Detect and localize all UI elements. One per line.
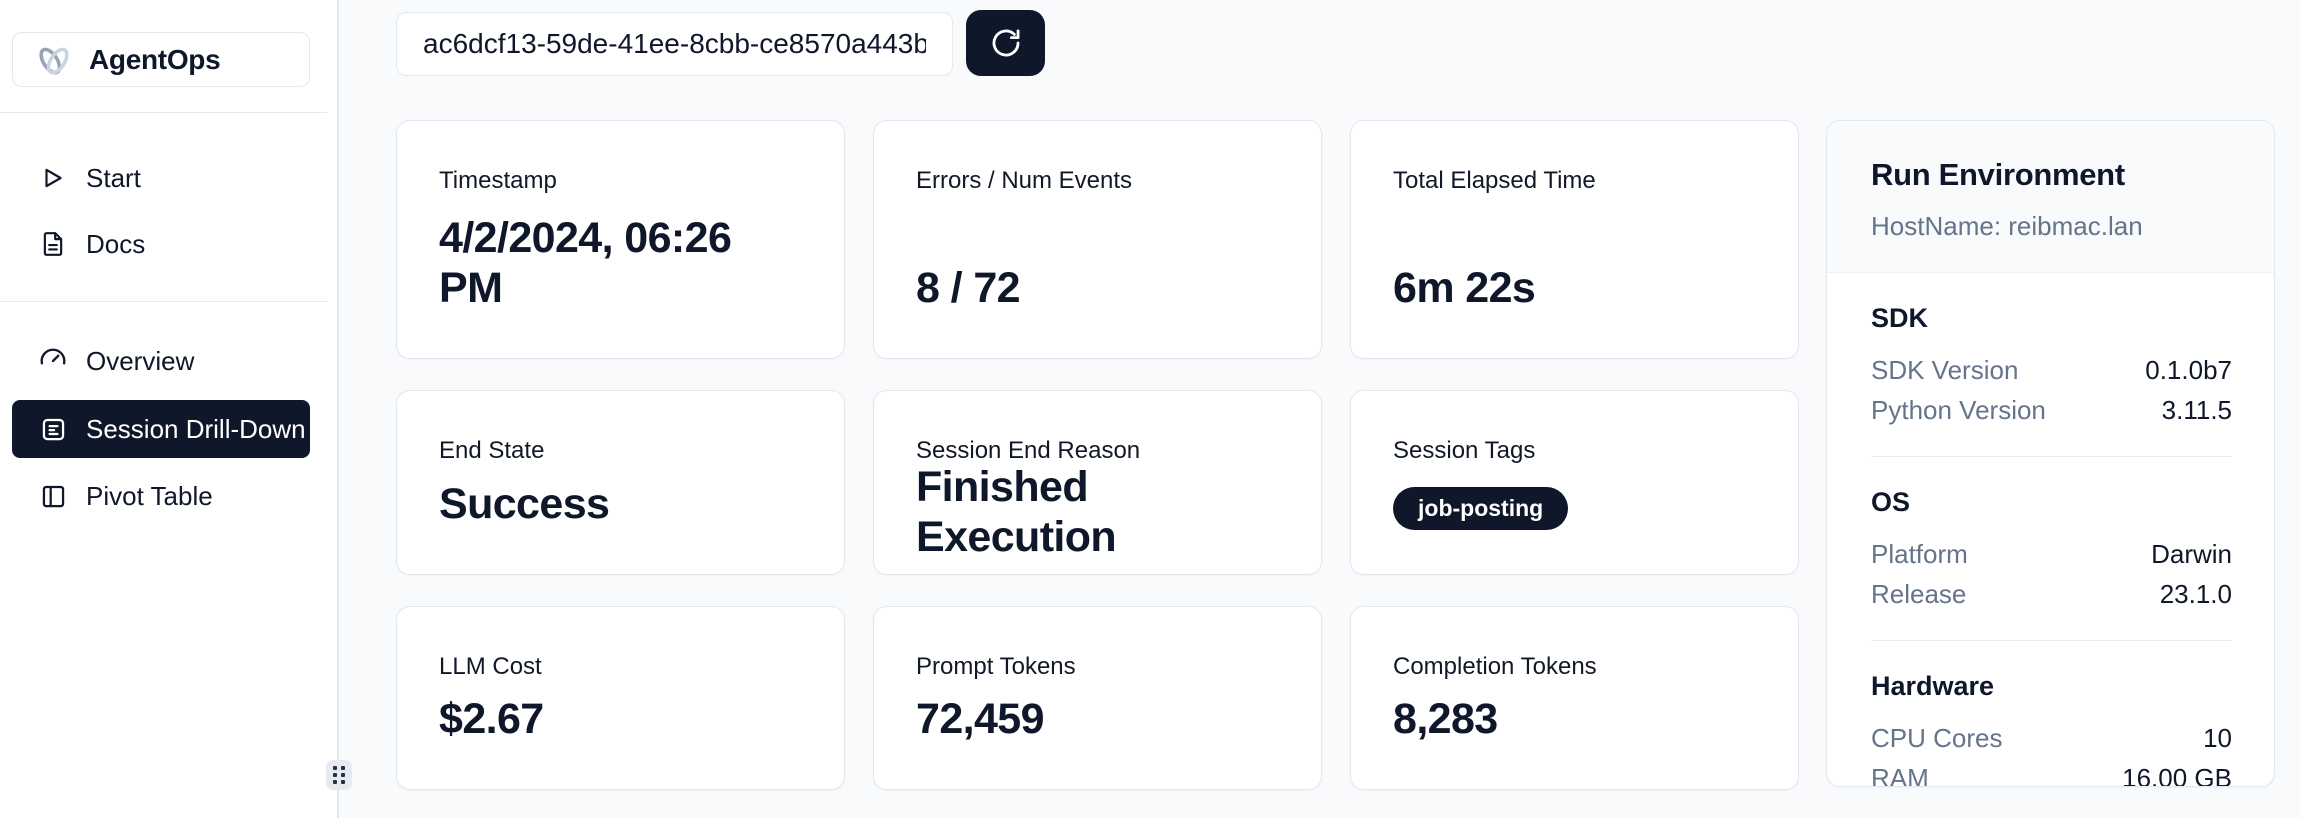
card-label: LLM Cost (439, 653, 542, 680)
card-completion-tokens: Completion Tokens 8,283 (1350, 606, 1799, 790)
sidebar: AgentOps Start Docs Overview (0, 0, 352, 818)
run-environment-title: Run Environment (1871, 157, 2125, 192)
logo-text: AgentOps (89, 43, 221, 75)
env-row: SDK Version 0.1.0b7 (1871, 350, 2232, 390)
refresh-icon (989, 26, 1023, 60)
env-row: Release 23.1.0 (1871, 574, 2232, 614)
card-timestamp: Timestamp 4/2/2024, 06:26 PM (396, 120, 845, 359)
card-label: Prompt Tokens (916, 653, 1076, 680)
gauge-icon (38, 347, 68, 375)
card-session-tags: Session Tags job-posting (1350, 390, 1799, 575)
card-label: Session Tags (1393, 437, 1536, 464)
logo[interactable]: AgentOps (12, 32, 310, 87)
card-label: Completion Tokens (1393, 653, 1597, 680)
env-row-value: 16.00 GB (2122, 763, 2232, 787)
sidebar-item-docs[interactable]: Docs (12, 222, 310, 266)
pivot-icon (38, 483, 68, 510)
env-row-label: RAM (1871, 763, 1929, 787)
env-row: RAM 16.00 GB (1871, 758, 2232, 787)
play-icon (38, 164, 68, 192)
drilldown-icon (38, 416, 68, 443)
stats-grid: Timestamp 4/2/2024, 06:26 PM Errors / Nu… (396, 120, 1799, 790)
env-row-value: 3.11.5 (2161, 395, 2232, 425)
card-total-elapsed-time: Total Elapsed Time 6m 22s (1350, 120, 1799, 359)
sidebar-item-label: Pivot Table (86, 480, 213, 511)
card-end-state: End State Success (396, 390, 845, 575)
card-value: Finished Execution (916, 463, 1117, 561)
card-label: Total Elapsed Time (1393, 167, 1596, 194)
card-label: Errors / Num Events (916, 167, 1133, 194)
env-row-label: SDK Version (1871, 355, 2019, 385)
sidebar-item-label: Start (86, 162, 141, 193)
env-section-sdk: SDK SDK Version 0.1.0b7 Python Version 3… (1871, 273, 2232, 457)
agentops-logo-icon (33, 39, 75, 81)
card-llm-cost: LLM Cost $2.67 (396, 606, 845, 790)
refresh-button[interactable] (966, 10, 1045, 76)
card-prompt-tokens: Prompt Tokens 72,459 (873, 606, 1322, 790)
card-value: 6m 22s (1393, 264, 1536, 313)
docs-icon (38, 229, 68, 259)
card-value: 4/2/2024, 06:26 PM (439, 214, 732, 313)
card-label: Session End Reason (916, 437, 1141, 464)
env-row-value: 23.1.0 (2159, 579, 2232, 609)
env-section-heading: SDK (1871, 303, 1929, 333)
sidebar-item-start[interactable]: Start (12, 156, 310, 200)
sidebar-item-overview[interactable]: Overview (12, 339, 310, 383)
env-row: Python Version 3.11.5 (1871, 390, 2232, 430)
sidebar-resize-handle[interactable] (326, 760, 352, 790)
card-session-end-reason: Session End Reason Finished Execution (873, 390, 1322, 575)
sidebar-item-pivot-table[interactable]: Pivot Table (12, 474, 310, 518)
run-environment-body: SDK SDK Version 0.1.0b7 Python Version 3… (1827, 273, 2274, 787)
card-value: 8 / 72 (916, 264, 1021, 313)
env-section-heading: Hardware (1871, 671, 1995, 701)
card-label: Timestamp (439, 167, 557, 194)
card-value: Success (439, 480, 610, 529)
hostname-text: HostName: reibmac.lan (1871, 211, 2143, 241)
run-environment-panel: Run Environment HostName: reibmac.lan SD… (1826, 120, 2275, 787)
run-environment-header: Run Environment HostName: reibmac.lan (1827, 121, 2274, 273)
env-row-value: 0.1.0b7 (2145, 355, 2232, 385)
env-row-label: CPU Cores (1871, 723, 2003, 753)
env-section-os: OS Platform Darwin Release 23.1.0 (1871, 457, 2232, 641)
sidebar-divider (0, 112, 327, 113)
card-errors-num-events: Errors / Num Events 8 / 72 (873, 120, 1322, 359)
grip-dots-icon (333, 766, 345, 784)
card-value: 72,459 (916, 695, 1045, 744)
card-value: 8,283 (1393, 695, 1498, 744)
sidebar-divider (0, 301, 327, 302)
env-section-heading: OS (1871, 487, 1911, 517)
env-row-label: Platform (1871, 539, 1968, 569)
env-row-value: 10 (2203, 723, 2232, 753)
sidebar-item-label: Session Drill-Down (86, 413, 306, 444)
env-section-hardware: Hardware CPU Cores 10 RAM 16.00 GB (1871, 641, 2232, 787)
env-row-value: Darwin (2151, 539, 2232, 569)
env-row-label: Python Version (1871, 395, 2046, 425)
sidebar-item-session-drill-down[interactable]: Session Drill-Down (12, 400, 310, 458)
card-label: End State (439, 437, 545, 464)
env-row: CPU Cores 10 (1871, 718, 2232, 758)
session-tag-badge: job-posting (1393, 487, 1569, 530)
env-row: Platform Darwin (1871, 534, 2232, 574)
card-value: $2.67 (439, 695, 544, 744)
env-row-label: Release (1871, 579, 1967, 609)
session-id-input[interactable] (396, 12, 953, 76)
sidebar-item-label: Overview (86, 345, 195, 376)
sidebar-item-label: Docs (86, 228, 146, 259)
